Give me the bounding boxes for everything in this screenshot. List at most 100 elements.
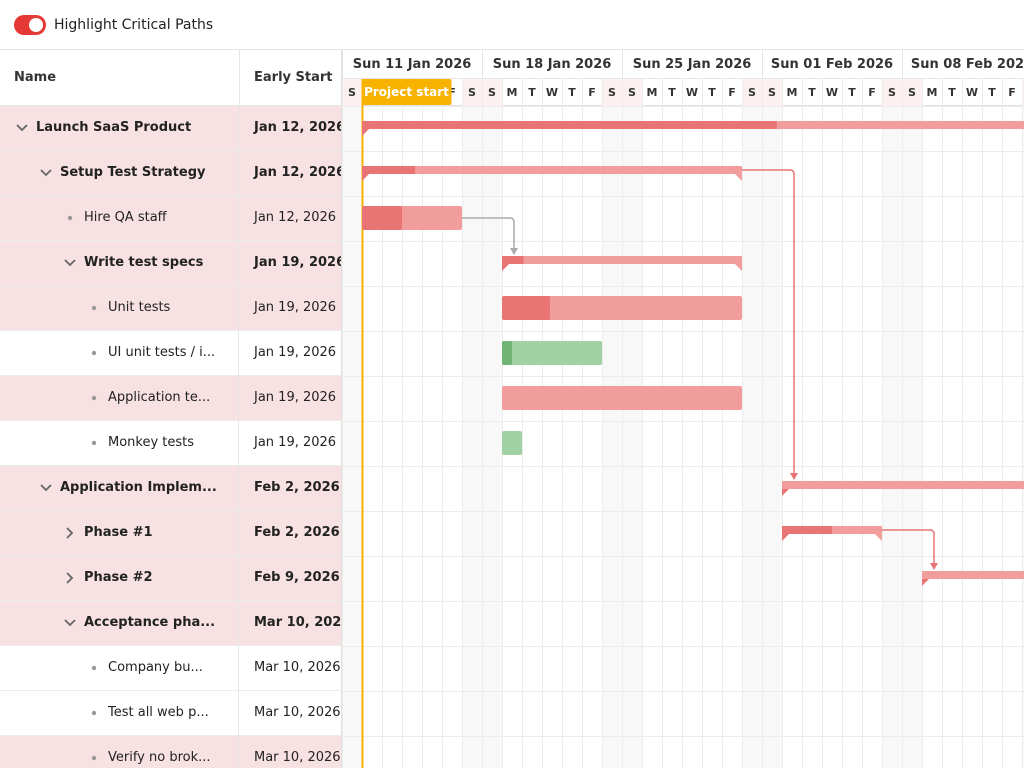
column-header-early-start[interactable]: Early Start [254,70,333,85]
bullet-icon [84,331,104,375]
week-header-label: Sun 25 Jan 2026 [633,57,752,72]
chevron-right-icon[interactable] [60,556,80,600]
task-name: UI unit tests / i... [108,345,216,360]
day-header-label: T [808,86,816,99]
chevron-down-icon[interactable] [60,241,80,285]
task-name: Test all web p... [108,705,209,720]
summary-bar-progress [362,166,416,174]
day-header-label: F [868,86,876,99]
chevron-down-icon[interactable] [36,151,56,195]
task-row[interactable]: Unit tests Jan 19, 2026 [0,286,341,331]
task-bar-progress [362,206,402,230]
task-bar-progress [502,341,512,365]
bullet-icon [84,376,104,420]
dependency-line[interactable] [882,529,935,564]
dependency-line[interactable] [742,169,795,474]
task-row[interactable]: Hire QA staff Jan 12, 2026 [0,196,341,241]
day-header-label: S [908,86,916,99]
task-row[interactable]: Monkey tests Jan 19, 2026 [0,421,341,466]
day-header-label: F [728,86,736,99]
task-row[interactable]: Application te... Jan 19, 2026 [0,376,341,421]
project-start-marker[interactable] [361,79,452,105]
name-cell[interactable]: Phase #2 [0,556,239,601]
task-row[interactable]: Phase #1 Feb 2, 2026 [0,511,341,556]
name-cell[interactable]: UI unit tests / i... [0,331,239,376]
task-bar-progress [502,296,550,320]
summary-bar[interactable] [782,481,1024,489]
day-header-label: S [888,86,896,99]
column-header-name[interactable]: Name [14,70,57,85]
weekend-column [462,106,482,768]
summary-bar-left-tip [502,264,509,271]
weekend-column [342,106,362,768]
task-row[interactable]: Setup Test Strategy Jan 12, 2026 [0,151,342,196]
name-cell[interactable]: Setup Test Strategy [0,151,239,196]
early-start-cell: Feb 2, 2026 [254,480,340,495]
task-bar[interactable] [502,341,602,365]
day-header-label: T [528,86,536,99]
name-cell[interactable]: Company bu... [0,646,239,691]
task-row[interactable]: Test all web p... Mar 10, 2026 [0,691,341,736]
day-header-label: F [448,86,456,99]
task-row[interactable]: Acceptance pha... Mar 10, 2026 [0,601,342,646]
weekend-column [882,106,902,768]
task-name: Company bu... [108,660,203,675]
task-bar[interactable] [502,296,742,320]
weekend-column [622,106,642,768]
day-header-label: W [966,86,978,99]
day-header-label: S [488,86,496,99]
day-header-label: T [708,86,716,99]
task-name: Application Implem... [60,480,217,495]
name-cell[interactable]: Phase #1 [0,511,239,556]
chevron-down-icon[interactable] [60,601,80,645]
name-cell[interactable]: Unit tests [0,286,239,331]
name-cell[interactable]: Application Implem... [0,466,239,511]
early-start-cell: Mar 10, 2026 [254,615,342,630]
early-start-cell: Jan 19, 2026 [254,345,337,360]
task-name: Hire QA staff [84,210,167,225]
day-header-label: F [588,86,596,99]
task-name: Setup Test Strategy [60,165,206,180]
summary-bar[interactable] [502,256,742,264]
name-cell[interactable]: Acceptance pha... [0,601,239,646]
early-start-cell: Jan 19, 2026 [254,300,337,315]
task-row[interactable]: Launch SaaS Product Jan 12, 2026 [0,106,341,151]
task-row[interactable]: Write test specs Jan 19, 2026 [0,241,341,286]
chevron-down-icon[interactable] [36,466,56,510]
early-start-cell: Jan 19, 2026 [254,390,337,405]
early-start-cell: Jan 12, 2026 [254,165,342,180]
name-cell[interactable]: Launch SaaS Product [0,106,239,151]
name-cell[interactable]: Monkey tests [0,421,239,466]
chevron-down-icon[interactable] [12,106,32,150]
highlight-critical-label[interactable]: Highlight Critical Paths [54,16,214,33]
task-name: Write test specs [84,255,204,270]
task-bar[interactable] [502,431,522,455]
name-cell[interactable]: Verify no brok... [0,736,239,768]
weekend-column [602,106,622,768]
task-row[interactable]: UI unit tests / i... Jan 19, 2026 [0,331,341,376]
name-cell[interactable]: Write test specs [0,241,239,286]
task-row[interactable]: Phase #2 Feb 9, 2026 [0,556,341,601]
summary-bar[interactable] [922,571,1024,579]
column-resize-handle[interactable] [239,50,240,106]
task-row[interactable]: Company bu... Mar 10, 2026 [0,646,341,691]
task-bar[interactable] [502,386,742,410]
gantt-timeline: Sun 11 Jan 2026 Sun 18 Jan 2026 Sun 25 Jan… [342,50,1024,768]
task-name: Verify no brok... [108,750,211,765]
day-header-label: F [1008,86,1016,99]
week-header-label: Sun 11 Jan 2026 [353,57,472,72]
day-header-label: S [768,86,776,99]
task-row[interactable]: Verify no brok... Mar 10, 2026 [0,736,341,768]
summary-bar-right-tip [875,534,882,541]
name-cell[interactable]: Hire QA staff [0,196,239,241]
name-cell[interactable]: Application te... [0,376,239,421]
task-grid: Launch SaaS Product Jan 12, 2026 Setup Tes… [0,106,342,768]
task-row[interactable]: Application Implem... Feb 2, 2026 [0,466,341,511]
bullet-icon [84,421,104,465]
name-cell[interactable]: Test all web p... [0,691,239,736]
bullet-icon [84,736,104,768]
highlight-critical-toggle[interactable] [14,14,46,35]
chevron-right-icon[interactable] [60,511,80,555]
dependency-line[interactable] [462,217,515,249]
summary-bar[interactable] [362,166,742,174]
